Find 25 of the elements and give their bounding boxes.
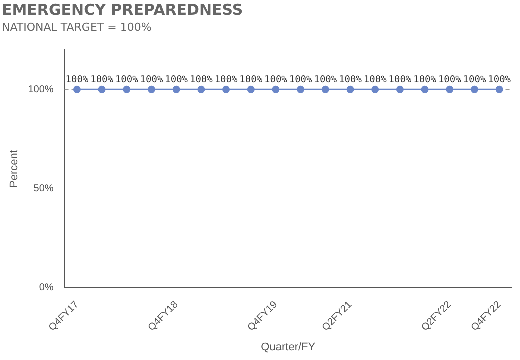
data-label: 100% bbox=[364, 74, 388, 86]
y-axis-title: Percent bbox=[8, 150, 21, 188]
data-label: 100% bbox=[140, 74, 164, 86]
data-label: 100% bbox=[214, 74, 238, 86]
data-label: 100% bbox=[314, 74, 338, 86]
data-label: 100% bbox=[289, 74, 313, 86]
data-label: 100% bbox=[115, 74, 139, 86]
data-label: 100% bbox=[388, 74, 412, 86]
data-label: 100% bbox=[488, 74, 512, 86]
data-label: 100% bbox=[339, 74, 362, 86]
y-tick-label: 0% bbox=[39, 282, 54, 294]
data-label: 100% bbox=[264, 74, 288, 86]
x-axis-title: Quarter/FY bbox=[261, 341, 316, 354]
data-label: 100% bbox=[438, 74, 462, 86]
y-tick-label: 50% bbox=[34, 184, 54, 195]
chart-subtitle: NATIONAL TARGET = 100% bbox=[2, 21, 152, 34]
data-label: 100% bbox=[66, 74, 89, 86]
data-label: 100% bbox=[190, 74, 214, 86]
data-label: 100% bbox=[414, 74, 437, 86]
chart-title: EMERGENCY PREPAREDNESS bbox=[2, 1, 244, 19]
data-label: 100% bbox=[165, 74, 188, 86]
data-label: 100% bbox=[90, 74, 114, 86]
data-label: 100% bbox=[240, 74, 263, 86]
data-label: 100% bbox=[463, 74, 486, 86]
y-tick-label: 100% bbox=[28, 84, 54, 96]
